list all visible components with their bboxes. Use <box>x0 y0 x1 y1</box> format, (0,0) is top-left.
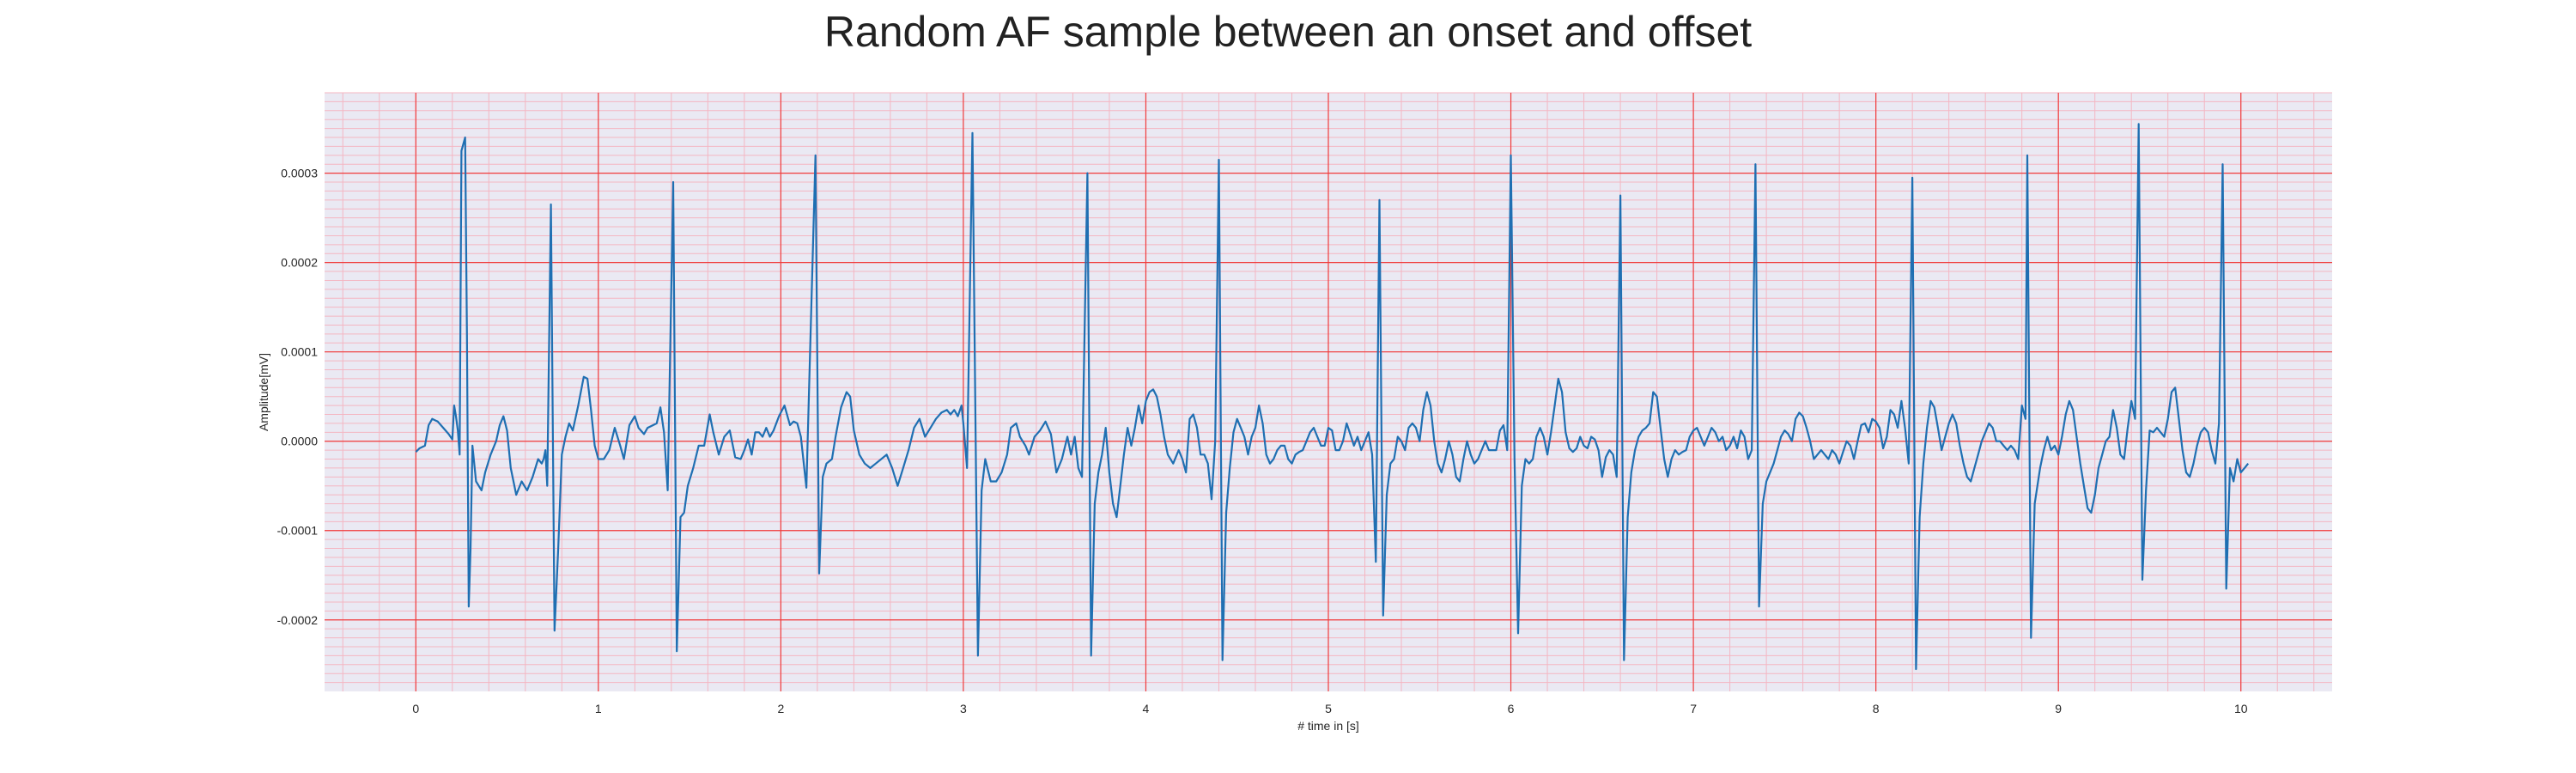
x-tick-label: 2 <box>777 702 784 715</box>
x-tick-label: 3 <box>960 702 967 715</box>
x-axis-ticks: 0 1 2 3 4 5 6 7 8 9 10 <box>412 702 2247 715</box>
ecg-signal-line <box>415 123 2250 671</box>
y-tick-label: -0.0002 <box>277 613 319 627</box>
x-tick-label: 8 <box>1873 702 1880 715</box>
x-tick-label: 1 <box>595 702 602 715</box>
x-tick-label: 4 <box>1143 702 1150 715</box>
y-tick-label: 0.0000 <box>281 435 318 448</box>
y-axis-label: Amplitude[mV] <box>257 353 270 431</box>
x-tick-label: 6 <box>1508 702 1515 715</box>
major-grid <box>325 93 2332 691</box>
chart-title: Random AF sample between an onset and of… <box>824 8 1752 56</box>
x-axis-label: # time in [s] <box>1297 719 1359 733</box>
x-tick-label: 10 <box>2234 702 2248 715</box>
y-tick-label: 0.0003 <box>281 167 318 180</box>
y-tick-label: 0.0002 <box>281 256 318 270</box>
y-tick-label: -0.0001 <box>277 524 319 538</box>
y-axis-ticks: -0.0002 -0.0001 0.0000 0.0001 0.0002 0.0003 <box>277 167 319 627</box>
x-tick-label: 9 <box>2055 702 2062 715</box>
x-tick-label: 0 <box>412 702 419 715</box>
x-tick-label: 5 <box>1325 702 1332 715</box>
x-tick-label: 7 <box>1690 702 1697 715</box>
y-tick-label: 0.0001 <box>281 345 318 359</box>
